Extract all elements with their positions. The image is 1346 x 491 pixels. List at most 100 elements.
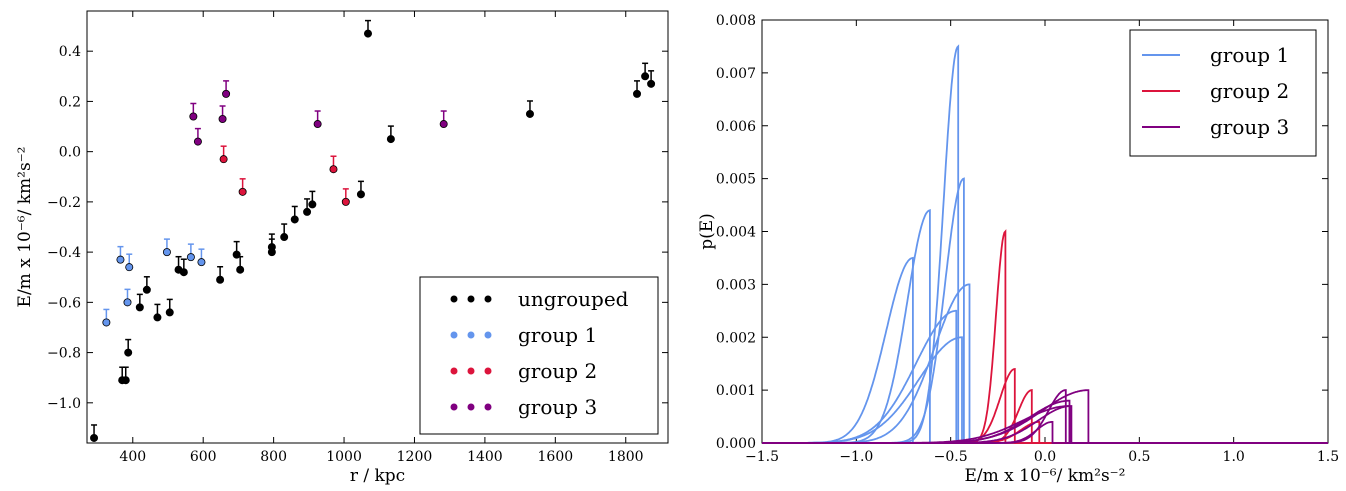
left-scatter-plot: 400 600 800 1000 1200 1400 1600 1800 −1.0 −0.8 −0.… [15, 10, 669, 486]
group-2-point [341, 197, 350, 206]
group-3-point [189, 112, 198, 121]
left-x-tick-label: 1200 [397, 449, 433, 465]
ungrouped-point [633, 89, 642, 98]
left-legend-label: group 3 [518, 395, 597, 419]
group-3-point [313, 120, 322, 129]
group-3-point [439, 120, 448, 129]
right-y-tick-label: 0.000 [716, 436, 756, 452]
right-x-tick-label: 1.5 [1317, 449, 1339, 465]
right-y-tick-label: 0.006 [716, 119, 756, 135]
left-x-axis-label: r / kpc [350, 466, 405, 486]
left-y-tick-label: −0.8 [47, 346, 81, 362]
ungrouped-point [153, 313, 162, 322]
left-y-tick-label: −0.6 [47, 295, 81, 311]
ungrouped-point [290, 215, 299, 224]
ungrouped-point [356, 190, 365, 199]
group-1-point [197, 258, 206, 267]
left-y-tick-label: 0.0 [59, 145, 81, 161]
group-1-point [102, 318, 111, 327]
right-legend-label: group 3 [1210, 115, 1289, 139]
right-y-axis-label: p(E) [697, 213, 717, 250]
group-1-point [162, 248, 171, 257]
left-x-tick-label: 1600 [538, 449, 574, 465]
left-x-tick-label: 1400 [467, 449, 503, 465]
left-legend-marker [467, 403, 475, 411]
right-y-tick-label: 0.007 [716, 66, 756, 82]
left-y-tick-label: 0.4 [59, 44, 81, 60]
group-2-point [219, 155, 228, 164]
ungrouped-point [647, 79, 656, 88]
left-x-tick-label: 1800 [608, 449, 644, 465]
right-x-tick-label: −1.5 [745, 449, 779, 465]
right-legend-label: group 2 [1210, 79, 1289, 103]
group-2-point [329, 165, 338, 174]
right-legend-box [1129, 29, 1317, 157]
left-plot-frame [86, 10, 669, 444]
ungrouped-point [142, 285, 151, 294]
ungrouped-point [280, 233, 289, 242]
right-x-tick-label: 1.0 [1223, 449, 1245, 465]
right-y-tick-label: 0.001 [716, 383, 756, 399]
ungrouped-point [90, 433, 99, 442]
group-1-point [125, 263, 134, 272]
ungrouped-point [267, 248, 276, 257]
left-y-tick-label: −0.4 [47, 245, 81, 261]
right-y-tick-label: 0.008 [716, 13, 756, 29]
left-legend-marker [484, 331, 492, 339]
ungrouped-point [124, 348, 133, 357]
left-x-tick-label: 800 [260, 449, 287, 465]
right-density-plot: −1.5 −1.0 −0.5 0.0 0.5 1.0 1.5 0.000 0.001 0.002 0… [697, 13, 1339, 486]
right-y-tick-label: 0.002 [716, 330, 756, 346]
group-1-density-curve [762, 283, 1328, 444]
ungrouped-point [641, 72, 650, 81]
group-2-point [238, 187, 247, 196]
left-y-tick-label: 0.2 [59, 94, 81, 110]
left-x-tick-label: 600 [190, 449, 217, 465]
group-1-point [186, 253, 195, 262]
group-1-point [123, 298, 132, 307]
ungrouped-point [216, 275, 225, 284]
left-legend-marker [450, 403, 458, 411]
group-3-point [218, 115, 227, 124]
group-3-density-curve [762, 405, 1328, 444]
left-legend-marker [467, 295, 475, 303]
group-1-point [116, 255, 125, 264]
ungrouped-point [179, 268, 188, 277]
left-legend-marker [450, 295, 458, 303]
left-legend-marker [450, 331, 458, 339]
ungrouped-point [121, 376, 130, 385]
left-legend-marker [484, 367, 492, 375]
left-legend-marker [467, 331, 475, 339]
right-y-tick-label: 0.003 [716, 277, 756, 293]
left-legend-box [419, 276, 659, 435]
group-3-point [222, 89, 231, 98]
group-1-density-curve [762, 336, 1328, 444]
left-legend-marker [467, 367, 475, 375]
right-x-axis-label: E/m x 10⁻⁶/ km²s⁻² [965, 466, 1126, 486]
group-2-density-curve [762, 367, 1328, 444]
left-legend-marker [450, 367, 458, 375]
group-3-density-curve [762, 399, 1328, 444]
right-x-tick-label: −0.5 [934, 449, 968, 465]
right-y-tick-label: 0.004 [716, 225, 756, 241]
left-x-tick-label: 400 [119, 449, 146, 465]
right-x-tick-label: 0.0 [1034, 449, 1056, 465]
group-1-density-curve [762, 177, 1328, 444]
ungrouped-point [308, 200, 317, 209]
ungrouped-point [303, 207, 312, 216]
left-x-tick-label: 1000 [326, 449, 362, 465]
ungrouped-point [236, 265, 245, 274]
left-y-tick-label: −1.0 [47, 396, 81, 412]
left-legend-marker [484, 403, 492, 411]
group-3-point [193, 137, 202, 146]
left-legend-label: group 1 [518, 323, 597, 347]
right-legend-label: group 1 [1210, 43, 1289, 67]
left-legend-marker [484, 295, 492, 303]
ungrouped-point [386, 135, 395, 144]
right-y-tick-label: 0.005 [716, 172, 756, 188]
ungrouped-point [363, 29, 372, 38]
ungrouped-point [165, 308, 174, 317]
ungrouped-point [525, 109, 534, 118]
left-legend-label: group 2 [518, 359, 597, 383]
